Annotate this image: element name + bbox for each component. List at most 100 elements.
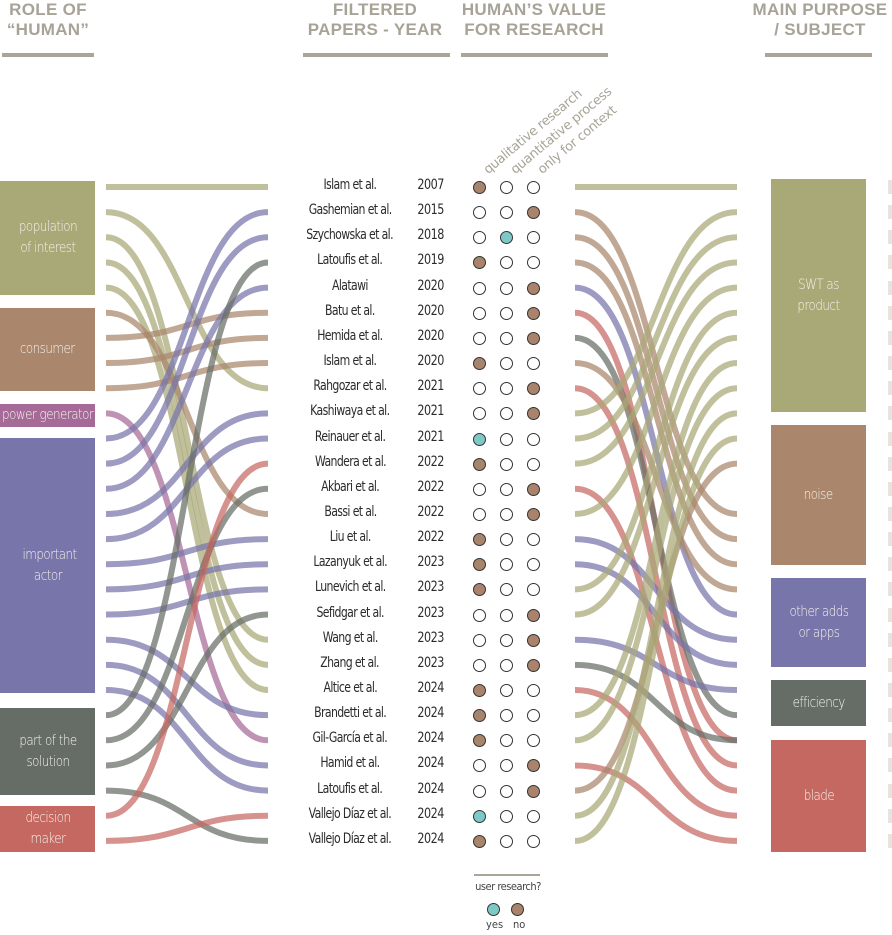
paper-year: 2023 bbox=[410, 554, 452, 570]
value-dot-context bbox=[527, 583, 540, 597]
edge-tick bbox=[888, 758, 892, 773]
value-dot-context bbox=[527, 432, 540, 446]
header-role-line1: ROLE OF bbox=[9, 0, 87, 19]
header-role-line2: “HUMAN” bbox=[6, 20, 90, 39]
paper-year-text: 2015 bbox=[417, 202, 445, 219]
paper-year-text: 2023 bbox=[417, 554, 445, 571]
purpose-flow-line bbox=[574, 284, 738, 517]
value-dot-quantitative bbox=[500, 432, 513, 446]
role-label: part of the solution bbox=[18, 732, 77, 770]
value-dot-qualitative bbox=[473, 583, 486, 597]
header-role-rule bbox=[2, 53, 94, 57]
paper-year: 2021 bbox=[410, 403, 452, 419]
paper-name-text: Vallejo Díaz et al. bbox=[308, 830, 392, 847]
paper-year-text: 2022 bbox=[417, 478, 445, 495]
header-purpose-line2: / SUBJECT bbox=[774, 20, 866, 39]
paper-name-text: Akbari et al. bbox=[321, 478, 380, 495]
paper-year: 2022 bbox=[410, 504, 452, 520]
value-dot-context bbox=[527, 206, 540, 220]
role-label: population of interest bbox=[18, 219, 77, 256]
paper-name-text: Kashiwaya et al. bbox=[310, 403, 390, 420]
paper-name: Szychowska et al. bbox=[290, 227, 410, 243]
paper-year-text: 2023 bbox=[417, 629, 445, 646]
value-dot-quantitative bbox=[500, 331, 513, 345]
value-dot-quantitative bbox=[500, 482, 513, 496]
value-dot-quantitative bbox=[500, 357, 513, 371]
purpose-noise: noise bbox=[771, 425, 866, 565]
paper-year-text: 2018 bbox=[417, 227, 445, 244]
header-purpose-line1: MAIN PURPOSE bbox=[752, 0, 888, 19]
purpose-flow-line bbox=[574, 259, 738, 568]
value-dot-quantitative bbox=[500, 608, 513, 622]
header-role: ROLE OF “HUMAN” bbox=[0, 0, 96, 40]
value-dot-qualitative bbox=[473, 709, 486, 723]
role-label: power generator bbox=[1, 407, 94, 423]
value-dot-qualitative bbox=[473, 734, 486, 748]
paper-year: 2022 bbox=[410, 529, 452, 545]
paper-year-text: 2024 bbox=[417, 730, 445, 747]
paper-year: 2024 bbox=[410, 730, 452, 746]
value-dot-quantitative bbox=[500, 658, 513, 672]
paper-name: Latoufis et al. bbox=[290, 252, 410, 268]
value-dot-quantitative bbox=[500, 457, 513, 471]
paper-name: Sefidgar et al. bbox=[290, 605, 410, 621]
paper-year: 2023 bbox=[410, 605, 452, 621]
role-label: consumer bbox=[20, 341, 75, 357]
paper-name: Hamid et al. bbox=[290, 755, 410, 771]
edge-tick bbox=[888, 657, 892, 672]
paper-name: Akbari et al. bbox=[290, 479, 410, 495]
role-flow-line bbox=[105, 209, 269, 442]
purpose-label: SWT as product bbox=[797, 276, 840, 314]
header-papers-line2: PAPERS - YEAR bbox=[307, 20, 443, 39]
paper-name: Altice et al. bbox=[290, 680, 410, 696]
value-dot-quantitative bbox=[500, 684, 513, 697]
edge-tick bbox=[888, 708, 892, 723]
edge-tick bbox=[888, 230, 892, 245]
value-dot-quantitative bbox=[500, 382, 513, 396]
edge-tick bbox=[888, 557, 892, 572]
paper-name-text: Sefidgar et al. bbox=[316, 604, 384, 621]
value-dot-context bbox=[527, 558, 540, 572]
value-dot-qualitative bbox=[473, 256, 486, 270]
paper-year-text: 2023 bbox=[417, 579, 445, 596]
value-dot-context bbox=[527, 834, 540, 848]
role-flow-line bbox=[105, 284, 269, 492]
value-dot-context bbox=[527, 809, 540, 823]
header-papers-line1: FILTERED bbox=[332, 0, 418, 19]
value-dot-context bbox=[527, 331, 540, 345]
purpose-efficiency: efficiency bbox=[771, 680, 866, 726]
paper-year-text: 2022 bbox=[417, 453, 445, 470]
edge-tick bbox=[888, 783, 892, 798]
paper-year-text: 2024 bbox=[417, 780, 445, 797]
header-purpose-rule bbox=[765, 53, 872, 57]
value-dot-qualitative bbox=[473, 357, 486, 371]
role-flow-line bbox=[105, 661, 269, 769]
edge-tick bbox=[888, 280, 892, 295]
value-dot-qualitative bbox=[473, 608, 486, 622]
role-flow-line bbox=[105, 410, 269, 517]
paper-name: Bassi et al. bbox=[290, 504, 410, 520]
role-flow-line bbox=[105, 234, 269, 643]
purpose-label: efficiency bbox=[792, 694, 845, 711]
paper-name-text: Latoufis et al. bbox=[317, 780, 383, 797]
value-dot-qualitative bbox=[473, 482, 486, 496]
paper-year-text: 2020 bbox=[417, 353, 445, 370]
edge-tick bbox=[888, 381, 892, 396]
paper-year: 2023 bbox=[410, 579, 452, 595]
paper-name-text: Hemida et al. bbox=[317, 327, 383, 344]
paper-name: Lunevich et al. bbox=[290, 579, 410, 595]
value-dot-qualitative bbox=[473, 407, 486, 421]
paper-year: 2020 bbox=[410, 303, 452, 319]
value-dot-qualitative bbox=[473, 281, 486, 295]
value-dot-qualitative bbox=[473, 658, 486, 672]
paper-year-text: 2022 bbox=[417, 503, 445, 520]
value-dot-qualitative bbox=[473, 507, 486, 521]
value-dot-qualitative bbox=[473, 834, 486, 848]
paper-name-text: Latoufis et al. bbox=[317, 252, 383, 269]
purpose-swt-as-product: SWT as product bbox=[771, 179, 866, 412]
value-dot-context bbox=[527, 457, 540, 471]
value-dot-qualitative bbox=[473, 181, 486, 194]
paper-year-text: 2020 bbox=[417, 302, 445, 319]
edge-tick bbox=[888, 808, 892, 823]
paper-name-text: Rahgozar et al. bbox=[313, 378, 387, 395]
